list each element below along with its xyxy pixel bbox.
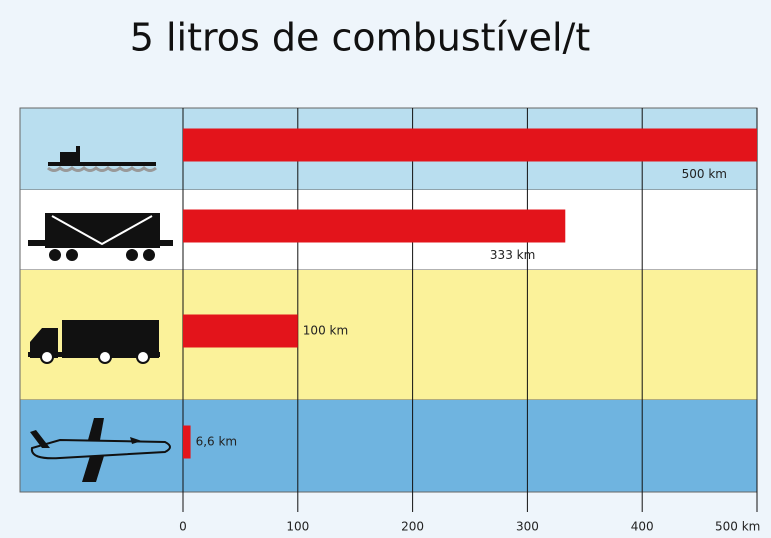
x-tick-label: 300: [516, 520, 539, 534]
bar: [183, 314, 298, 348]
truck-icon: [28, 320, 160, 364]
value-label: 6,6 km: [196, 435, 238, 449]
bar: [183, 425, 191, 459]
x-tick-label: 400: [631, 520, 654, 534]
ship-icon: [47, 146, 157, 172]
plane-icon: [30, 418, 171, 482]
row-band: [20, 400, 757, 492]
grid: 0 100 200 300 400 500 km: [179, 108, 760, 534]
bar: [183, 209, 566, 243]
x-tick-label: 500 km: [715, 520, 760, 534]
train-icon: [28, 213, 173, 261]
marks: 500 km 333 km 100 km 6,6 km: [183, 128, 757, 459]
bar: [183, 128, 757, 162]
x-tick-label: 100: [286, 520, 309, 534]
x-tick-label: 0: [179, 520, 187, 534]
x-tick-label: 200: [401, 520, 424, 534]
chart-title: 5 litros de combustível/t: [130, 16, 591, 60]
value-label: 100 km: [303, 324, 348, 338]
value-label: 333 km: [490, 248, 535, 262]
value-label: 500 km: [682, 167, 727, 181]
